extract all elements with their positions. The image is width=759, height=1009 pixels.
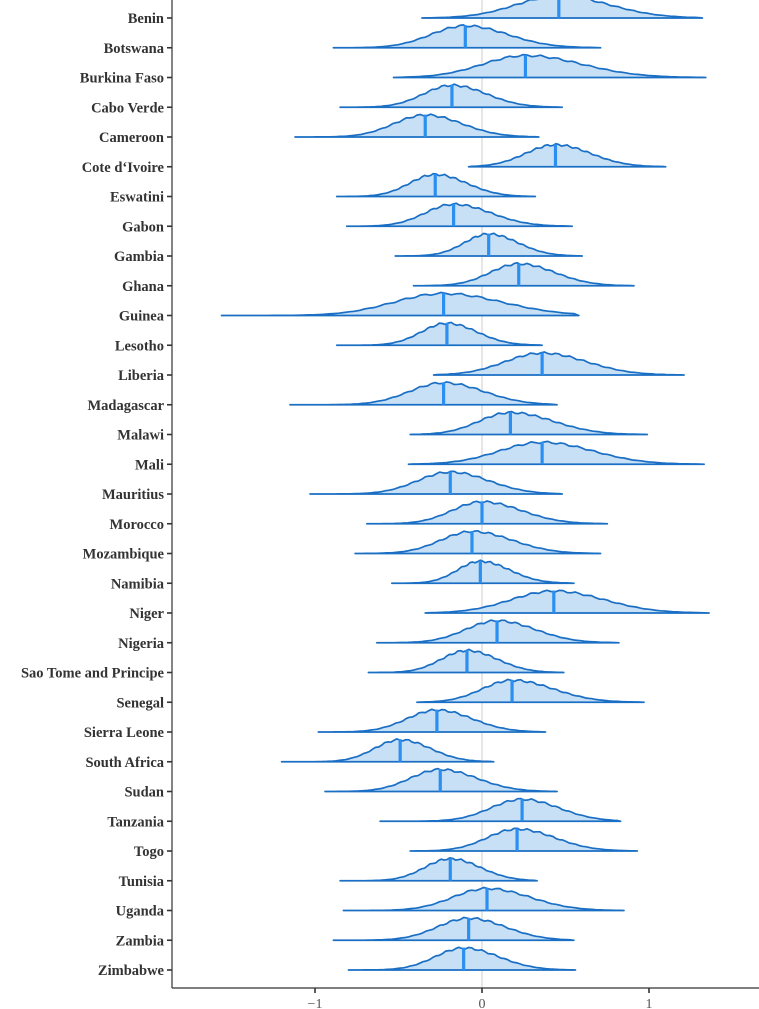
country-label-sierra-leone: Sierra Leone bbox=[84, 725, 165, 741]
country-label-tunisia: Tunisia bbox=[119, 874, 165, 890]
x-axis-ticks-group: −1 0 1 bbox=[308, 988, 653, 1009]
density-ridge-zimbabwe bbox=[347, 946, 577, 971]
country-label-senegal: Senegal bbox=[116, 695, 164, 711]
country-label-burkina-faso: Burkina Faso bbox=[80, 71, 164, 87]
density-ridge-mali bbox=[407, 440, 705, 466]
density-ridge-morocco bbox=[365, 500, 609, 525]
country-label-cote-d-ivoire: Cote d‘Ivoire bbox=[82, 160, 165, 176]
density-ridge-uganda bbox=[342, 886, 625, 912]
density-ridge-south-africa bbox=[280, 738, 495, 763]
country-label-mauritius: Mauritius bbox=[102, 487, 164, 503]
density-ridge-senegal bbox=[416, 678, 645, 704]
density-ridge-cote-d-ivoire bbox=[467, 142, 667, 168]
density-ridge-sierra-leone bbox=[317, 708, 547, 733]
x-tick-label: 0 bbox=[479, 997, 486, 1009]
density-ridge-zambia bbox=[332, 916, 575, 942]
density-ridge-guinea bbox=[220, 291, 580, 317]
density-ridge-tunisia bbox=[339, 856, 538, 882]
country-label-mali: Mali bbox=[135, 457, 164, 473]
density-ridge-liberia bbox=[432, 351, 685, 376]
density-ridge-ghana bbox=[412, 262, 635, 287]
country-labels-group: Benin Botswana Burkina Faso Cabo Verde Camer… bbox=[21, 11, 172, 979]
density-ridge-benin bbox=[421, 0, 704, 19]
ridges-group bbox=[220, 0, 710, 971]
country-label-lesotho: Lesotho bbox=[115, 338, 164, 354]
country-label-benin: Benin bbox=[128, 11, 164, 27]
density-ridge-malawi bbox=[409, 410, 649, 436]
density-ridge-lesotho bbox=[335, 321, 543, 347]
density-ridge-botswana bbox=[332, 24, 602, 49]
density-ridge-tanzania bbox=[379, 797, 622, 823]
country-label-gabon: Gabon bbox=[122, 219, 164, 235]
country-label-cameroon: Cameroon bbox=[99, 130, 164, 146]
country-label-sao-tome-and-principe: Sao Tome and Principe bbox=[21, 666, 165, 682]
x-tick-label: −1 bbox=[308, 997, 323, 1009]
density-ridge-mozambique bbox=[354, 529, 602, 555]
country-label-cabo-verde: Cabo Verde bbox=[91, 100, 164, 116]
country-label-guinea: Guinea bbox=[119, 309, 165, 325]
country-label-togo: Togo bbox=[134, 844, 164, 860]
country-label-uganda: Uganda bbox=[116, 904, 165, 920]
density-ridge-gabon bbox=[345, 202, 574, 228]
density-ridge-madagascar bbox=[289, 381, 558, 406]
country-label-zimbabwe: Zimbabwe bbox=[98, 963, 165, 979]
country-label-madagascar: Madagascar bbox=[87, 398, 164, 414]
country-label-zambia: Zambia bbox=[116, 933, 165, 949]
country-label-botswana: Botswana bbox=[104, 41, 165, 57]
country-label-eswatini: Eswatini bbox=[110, 190, 164, 206]
country-label-mozambique: Mozambique bbox=[83, 547, 165, 563]
country-label-tanzania: Tanzania bbox=[107, 814, 164, 830]
country-label-liberia: Liberia bbox=[118, 368, 165, 384]
density-ridge-cameroon bbox=[294, 113, 540, 138]
density-ridge-togo bbox=[409, 827, 639, 852]
country-label-niger: Niger bbox=[129, 606, 164, 622]
x-tick-label: 1 bbox=[646, 997, 653, 1009]
country-label-nigeria: Nigeria bbox=[118, 636, 165, 652]
country-label-gambia: Gambia bbox=[114, 249, 165, 265]
country-label-sudan: Sudan bbox=[124, 785, 164, 801]
density-ridge-niger bbox=[424, 589, 710, 614]
country-label-morocco: Morocco bbox=[110, 517, 164, 533]
density-ridge-mauritius bbox=[309, 470, 564, 495]
density-ridge-burkina-faso bbox=[392, 53, 707, 79]
density-ridge-namibia bbox=[390, 559, 575, 585]
country-label-ghana: Ghana bbox=[122, 279, 165, 295]
country-label-namibia: Namibia bbox=[111, 576, 165, 592]
country-label-south-africa: South Africa bbox=[85, 755, 164, 771]
country-label-malawi: Malawi bbox=[117, 428, 164, 444]
